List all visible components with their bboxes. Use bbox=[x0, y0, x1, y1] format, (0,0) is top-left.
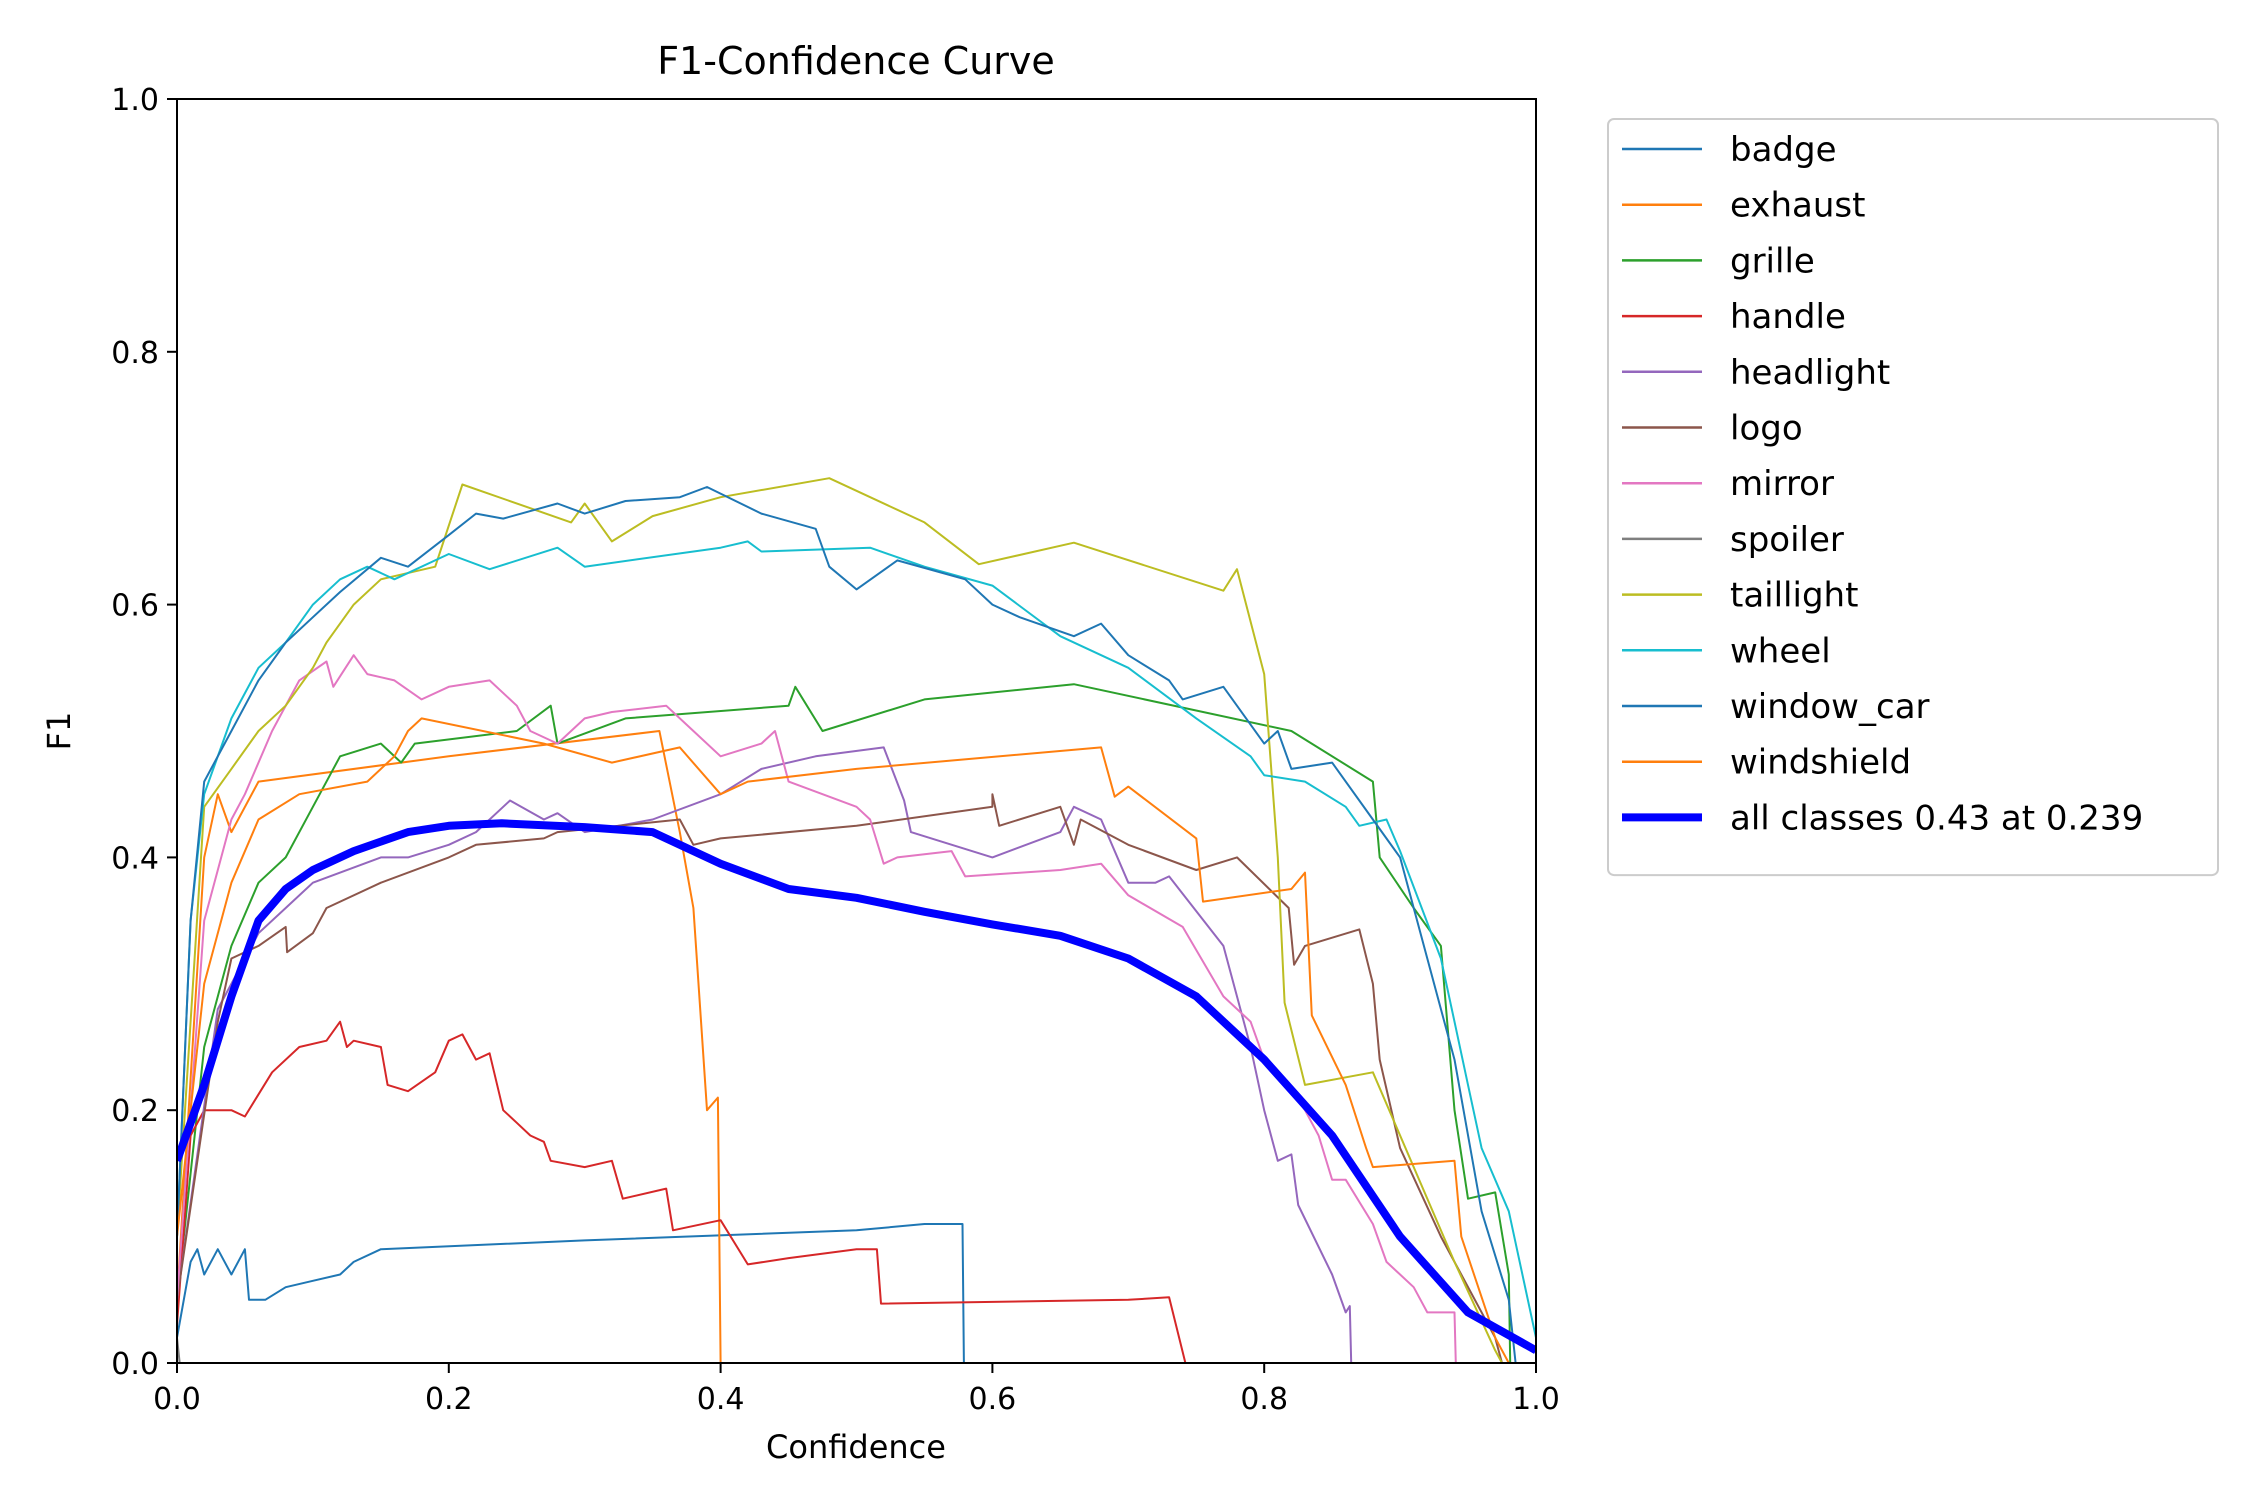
y-tick-label: 0.8 bbox=[111, 336, 159, 371]
legend-label: grille bbox=[1730, 241, 1815, 281]
series-line-taillight bbox=[177, 477, 1503, 1363]
series-line-exhaust bbox=[177, 730, 722, 1363]
x-tick-label: 0.4 bbox=[697, 1382, 745, 1417]
series-line-headlight bbox=[177, 746, 1353, 1363]
series-line-grille bbox=[177, 683, 1512, 1363]
legend-label: mirror bbox=[1730, 464, 1834, 504]
legend-label: headlight bbox=[1730, 353, 1890, 393]
chart-title: F1-Confidence Curve bbox=[657, 39, 1055, 83]
legend-box bbox=[1607, 118, 2219, 877]
series-line-spoiler bbox=[177, 1337, 1536, 1363]
y-tick-label: 0.0 bbox=[111, 1347, 159, 1382]
axis-ticks: 0.0 0.2 0.4 0.6 0.8 1.0 0.0 0.2 0.4 0.6 0.8 1.0 bbox=[111, 83, 1560, 1417]
legend-label: logo bbox=[1730, 409, 1803, 449]
legend: badge exhaust grille handle headlight logo mir… bbox=[1607, 118, 2219, 877]
legend-label: exhaust bbox=[1730, 186, 1865, 226]
y-tick-label: 0.2 bbox=[111, 1094, 159, 1129]
x-tick-label: 1.0 bbox=[1512, 1382, 1560, 1417]
series-line-handle bbox=[177, 1020, 1187, 1363]
series-line-all-classes-0-43-at-0-239 bbox=[177, 819, 1536, 1354]
y-axis-label: F1 bbox=[40, 712, 78, 751]
series-line-badge bbox=[177, 1223, 965, 1363]
y-tick-label: 1.0 bbox=[111, 83, 159, 118]
plot-area bbox=[177, 477, 1536, 1363]
x-tick-label: 0.8 bbox=[1240, 1382, 1288, 1417]
series-line-mirror bbox=[177, 654, 1457, 1363]
legend-label: windshield bbox=[1730, 743, 1911, 783]
legend-label: spoiler bbox=[1730, 520, 1844, 560]
x-tick-label: 0.2 bbox=[425, 1382, 473, 1417]
y-tick-label: 0.6 bbox=[111, 589, 159, 624]
series-line-window-car bbox=[177, 486, 1517, 1363]
series-line-wheel bbox=[177, 540, 1536, 1338]
series-line-logo bbox=[177, 793, 1503, 1363]
series-line-windshield bbox=[177, 717, 1510, 1363]
x-tick-label: 0.0 bbox=[153, 1382, 201, 1417]
legend-label: handle bbox=[1730, 297, 1846, 337]
y-tick-label: 0.4 bbox=[111, 841, 159, 876]
legend-label: badge bbox=[1730, 130, 1837, 170]
legend-label: wheel bbox=[1730, 631, 1831, 671]
axes-frame bbox=[176, 98, 1537, 1364]
legend-label: all classes 0.43 at 0.239 bbox=[1730, 798, 2143, 838]
legend-label: taillight bbox=[1730, 576, 1858, 616]
x-tick-label: 0.6 bbox=[969, 1382, 1017, 1417]
legend-label: window_car bbox=[1730, 687, 1930, 727]
x-axis-label: Confidence bbox=[766, 1428, 946, 1466]
